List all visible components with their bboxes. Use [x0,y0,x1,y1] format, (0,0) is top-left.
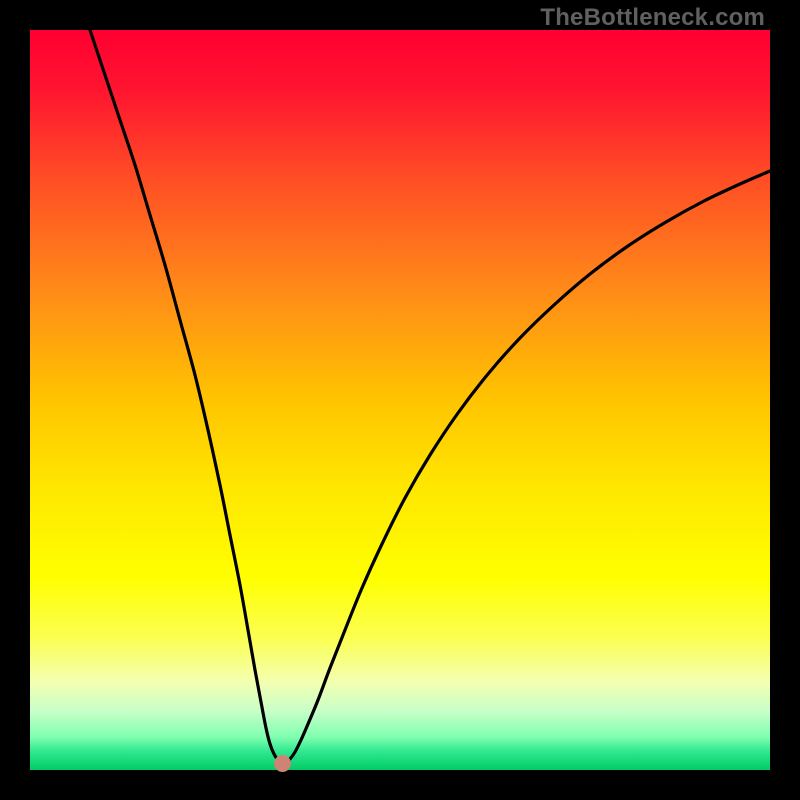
optimum-marker [274,755,291,772]
chart-frame: TheBottleneck.com [0,0,800,800]
watermark-text: TheBottleneck.com [540,4,765,32]
plot-area [30,30,770,770]
bottleneck-curve [30,30,770,770]
